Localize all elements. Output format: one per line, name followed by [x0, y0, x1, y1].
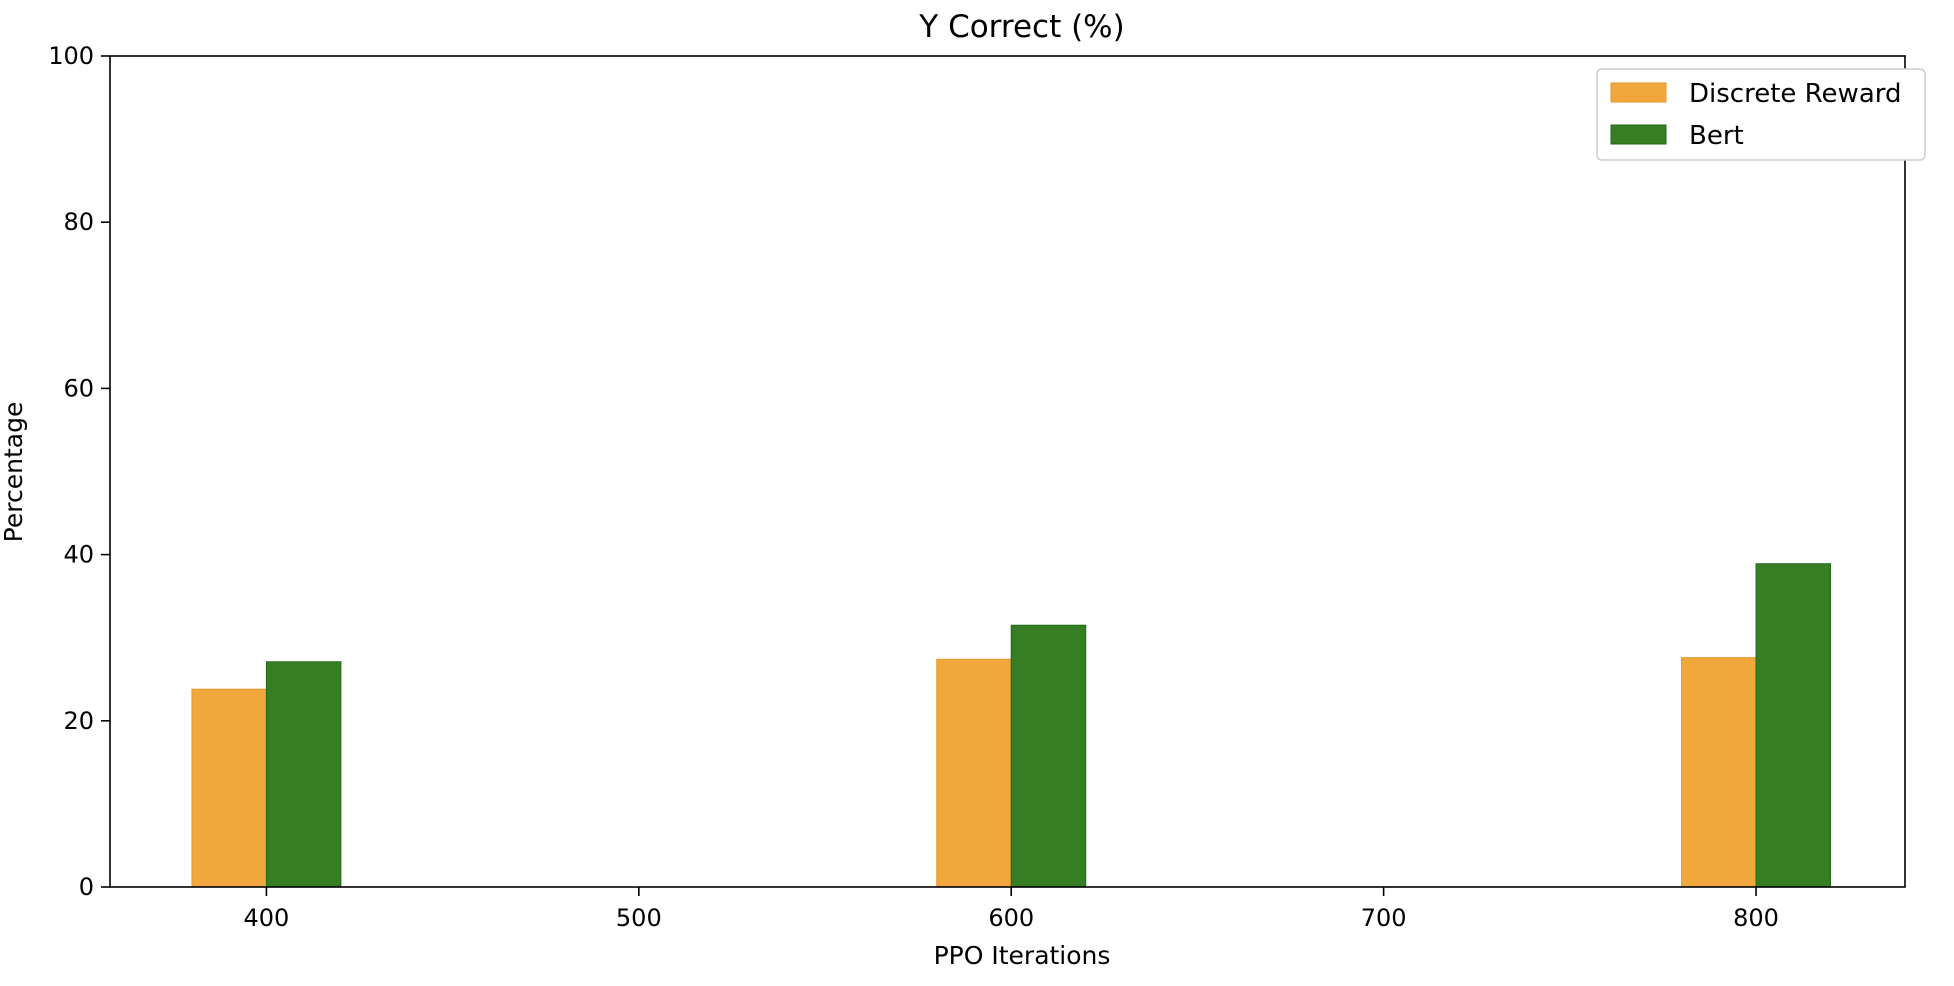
x-axis: 400 500 600 700 800	[244, 887, 1779, 932]
y-tick-label: 40	[63, 541, 94, 569]
x-tick-label: 700	[1361, 904, 1407, 932]
y-tick-label: 100	[48, 42, 94, 70]
bar-bert	[1755, 563, 1832, 888]
bar-bert	[1010, 624, 1087, 888]
y-tick-label: 20	[63, 707, 94, 735]
legend-swatch	[1610, 82, 1667, 103]
legend-swatch	[1610, 124, 1667, 145]
x-tick-label: 800	[1733, 904, 1779, 932]
legend: Discrete Reward Bert	[1596, 68, 1926, 161]
x-tick-label: 400	[244, 904, 290, 932]
bar-bert	[265, 661, 342, 888]
y-tick-label: 60	[63, 374, 94, 402]
y-axis-label: Percentage	[0, 402, 28, 543]
legend-frame	[1596, 68, 1926, 161]
x-axis-label: PPO Iterations	[934, 941, 1111, 970]
bar-discrete-reward	[1681, 657, 1757, 888]
y-tick-label: 0	[79, 873, 94, 901]
legend-label: Discrete Reward	[1689, 79, 1901, 109]
y-tick-label: 80	[63, 208, 94, 236]
plot-frame	[109, 55, 1906, 888]
bars-group	[191, 563, 1832, 888]
legend-label: Bert	[1689, 121, 1744, 151]
bar-discrete-reward	[191, 688, 267, 888]
x-tick-label: 500	[616, 904, 662, 932]
y-axis: 0 20 40 60 80 100	[48, 42, 110, 901]
x-tick-label: 600	[988, 904, 1034, 932]
chart-title: Y Correct (%)	[918, 9, 1124, 45]
bar-discrete-reward	[936, 658, 1012, 888]
